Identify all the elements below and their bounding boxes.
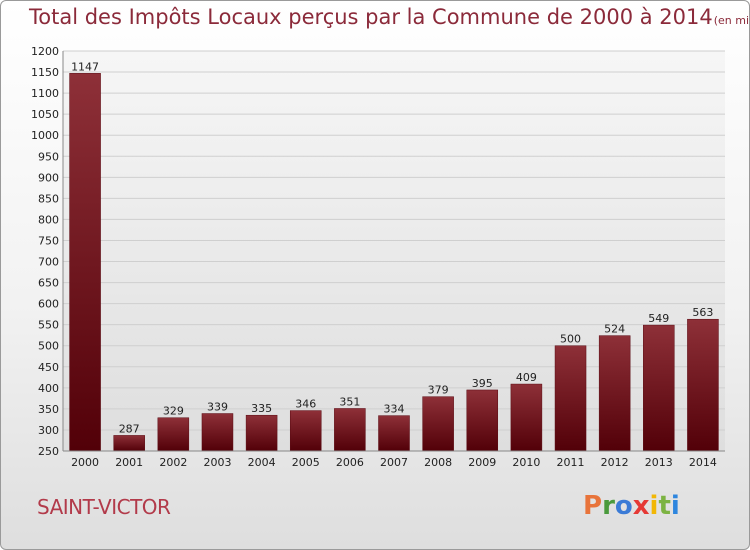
logo-letter: P: [583, 491, 603, 521]
bar-value-label: 334: [384, 403, 405, 416]
y-tick-label: 750: [38, 234, 59, 247]
logo-letter: x: [632, 491, 650, 521]
commune-name: SAINT-VICTOR: [37, 495, 171, 519]
bar: [157, 417, 190, 452]
bar: [245, 414, 278, 452]
chart-unit: (en milliers d'€): [713, 14, 750, 27]
x-tick-label: 2013: [645, 456, 673, 469]
y-tick-label: 1150: [31, 66, 59, 79]
y-tick-label: 350: [38, 403, 59, 416]
y-tick-label: 1100: [31, 87, 59, 100]
logo-letter: o: [614, 491, 633, 521]
x-tick-label: 2012: [601, 456, 629, 469]
y-tick-label: 500: [38, 340, 59, 353]
x-tick-label: 2003: [203, 456, 231, 469]
y-tick-label: 700: [38, 256, 59, 269]
x-tick-label: 2004: [248, 456, 276, 469]
logo-letter: i: [670, 491, 680, 521]
x-tick-label: 2005: [292, 456, 320, 469]
bar-value-label: 339: [207, 401, 228, 414]
y-tick-label: 600: [38, 298, 59, 311]
bar: [466, 389, 499, 452]
y-tick-label: 900: [38, 171, 59, 184]
bar-value-label: 346: [295, 398, 316, 411]
bar-value-label: 524: [604, 323, 625, 336]
x-tick-label: 2001: [115, 456, 143, 469]
y-tick-label: 1200: [31, 45, 59, 58]
chart-title-text: Total des Impôts Locaux perçus par la Co…: [29, 5, 713, 29]
bar-value-label: 549: [648, 312, 669, 325]
bar-value-label: 500: [560, 333, 581, 346]
bar: [510, 383, 543, 452]
chart-title: Total des Impôts Locaux perçus par la Co…: [29, 5, 750, 29]
logo-letter: r: [602, 491, 615, 521]
bar-value-label: 563: [692, 306, 713, 319]
y-tick-label: 450: [38, 361, 59, 374]
y-tick-label: 1000: [31, 129, 59, 142]
y-tick-label: 550: [38, 319, 59, 332]
logo-letter: i: [649, 491, 659, 521]
y-tick-label: 800: [38, 213, 59, 226]
bar: [69, 73, 101, 452]
bar: [422, 396, 454, 452]
bar-value-label: 379: [428, 384, 449, 397]
x-tick-label: 2009: [468, 456, 496, 469]
x-tick-label: 2002: [159, 456, 187, 469]
y-tick-label: 250: [38, 445, 59, 458]
bar: [201, 413, 234, 452]
x-tick-label: 2006: [336, 456, 364, 469]
bar: [334, 408, 366, 452]
bar: [378, 415, 410, 452]
bar-value-label: 335: [251, 402, 272, 415]
y-tick-label: 650: [38, 277, 59, 290]
bar: [643, 324, 675, 452]
y-tick-label: 850: [38, 192, 59, 205]
y-tick-label: 400: [38, 382, 59, 395]
y-tick-label: 1050: [31, 108, 59, 121]
bar-value-label: 287: [119, 422, 140, 435]
bar: [598, 335, 631, 452]
bar-value-label: 329: [163, 405, 184, 418]
x-tick-label: 2000: [71, 456, 99, 469]
proxiti-logo: Proxiti: [583, 491, 680, 521]
bar-value-label: 395: [472, 377, 493, 390]
logo-letter: t: [658, 491, 671, 521]
y-tick-label: 300: [38, 424, 59, 437]
x-tick-label: 2011: [557, 456, 585, 469]
bar-value-label: 409: [516, 371, 537, 384]
bar-value-label: 1147: [71, 60, 99, 73]
x-tick-label: 2007: [380, 456, 408, 469]
bar-value-label: 351: [339, 395, 360, 408]
bar: [289, 410, 322, 452]
x-tick-label: 2008: [424, 456, 452, 469]
bar: [113, 435, 145, 452]
x-tick-label: 2010: [512, 456, 540, 469]
bar: [554, 345, 587, 452]
x-tick-label: 2014: [689, 456, 717, 469]
bar: [687, 318, 719, 452]
y-tick-label: 950: [38, 150, 59, 163]
